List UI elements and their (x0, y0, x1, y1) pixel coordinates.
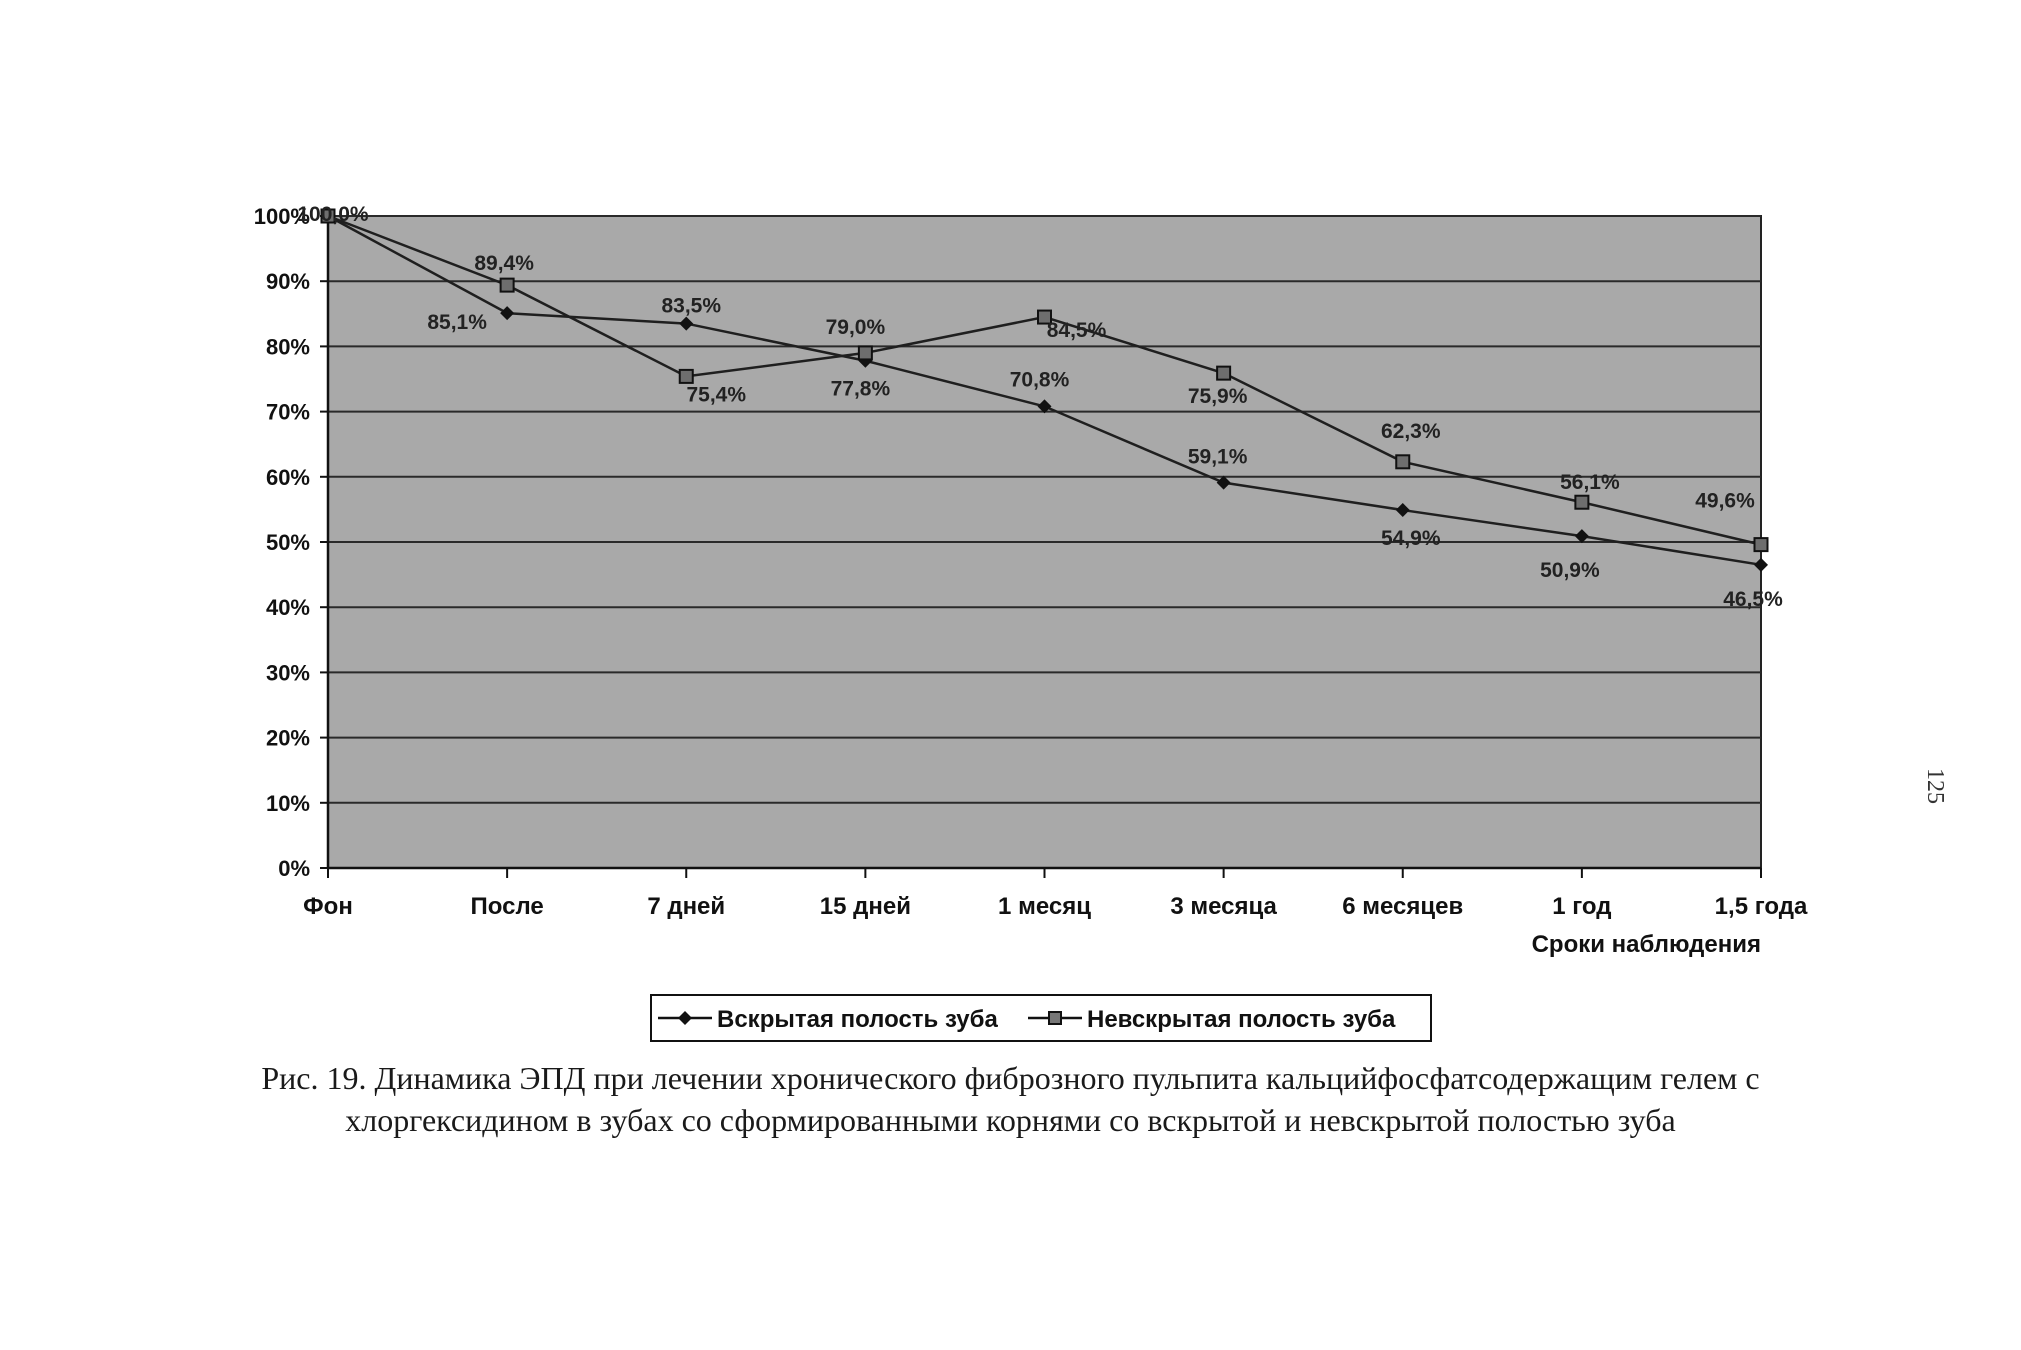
y-tick-label: 20% (266, 726, 310, 751)
data-label: 77,8% (831, 378, 891, 401)
y-tick-label: 40% (266, 595, 310, 620)
page-number: 125 (1922, 768, 1948, 804)
square-marker (1574, 494, 1590, 510)
y-tick-label: 50% (266, 530, 310, 555)
x-tick-label: После (471, 893, 544, 920)
y-tick-label: 80% (266, 334, 310, 359)
square-marker (1395, 454, 1411, 470)
series-markers (320, 208, 1769, 572)
data-label: 100,0% (297, 203, 369, 226)
figure-caption-line-2: хлоргексидином в зубах со сформированным… (345, 1102, 1676, 1138)
data-label: 85,1% (427, 311, 487, 334)
x-tick-label: 7 дней (647, 893, 725, 920)
diamond-marker (679, 316, 694, 331)
y-tick-label: 0% (278, 856, 310, 881)
y-tick-label: 90% (266, 269, 310, 294)
legend: Вскрытая полость зуба Невскрытая полость… (650, 994, 1432, 1042)
x-axis-title: Сроки наблюдения (1532, 931, 1761, 958)
diamond-marker (1574, 529, 1589, 544)
diamond-marker (500, 306, 515, 321)
y-tick-label: 60% (266, 465, 310, 490)
data-label: 54,9% (1381, 527, 1441, 550)
square-marker (678, 368, 694, 384)
y-tick-label: 10% (266, 791, 310, 816)
data-label: 49,6% (1695, 490, 1755, 513)
data-label: 70,8% (1010, 368, 1070, 391)
legend-diamond-marker (678, 1011, 692, 1025)
x-tick-label: 3 месяца (1170, 893, 1277, 920)
figure-caption-line-1: Рис. 19. Динамика ЭПД при лечении хронич… (261, 1060, 1760, 1096)
x-tick-label: Фон (303, 893, 353, 920)
x-tick-label: 1 год (1552, 893, 1611, 920)
data-label: 84,5% (1047, 319, 1107, 342)
square-marker (857, 345, 873, 361)
data-label: 79,0% (826, 316, 886, 339)
data-label: 56,1% (1560, 471, 1620, 494)
legend-label-closed: Невскрытая полость зуба (1087, 1006, 1396, 1033)
square-marker (499, 277, 515, 293)
data-label: 75,9% (1188, 385, 1248, 408)
y-tick-label: 70% (266, 400, 310, 425)
x-tick-label: 15 дней (820, 893, 911, 920)
square-marker (1753, 537, 1769, 553)
y-tick-labels: 0% 10% 20% 30% 40% 50% 60% 70% 80% 90% 100% (254, 204, 310, 881)
data-labels: 85,1% 83,5% 77,8% 70,8% 59,1% 54,9% 50,9% 46,5%… (297, 203, 1783, 611)
square-marker (1216, 365, 1232, 381)
grid-lines (328, 215, 1761, 804)
square-marker (320, 208, 336, 224)
data-label: 89,4% (474, 252, 534, 275)
data-label: 59,1% (1188, 446, 1248, 469)
diamond-marker (1216, 475, 1231, 490)
x-tick-labels: Фон После 7 дней 15 дней 1 месяц 3 месяца 6 ме… (303, 893, 1808, 920)
legend-label-opened: Вскрытая полость зуба (717, 1006, 998, 1033)
x-tick-label: 1,5 года (1715, 893, 1808, 920)
data-label: 62,3% (1381, 420, 1441, 443)
y-tick-label: 30% (266, 660, 310, 685)
data-label: 46,5% (1723, 588, 1783, 611)
diamond-marker (1754, 557, 1768, 572)
x-tick-label: 1 месяц (998, 893, 1091, 920)
square-marker (1037, 309, 1052, 325)
diamond-marker (1395, 503, 1410, 518)
y-tick-label: 100% (254, 204, 310, 229)
x-tick-label: 6 месяцев (1342, 893, 1463, 920)
data-label: 75,4% (686, 383, 746, 406)
legend-square-marker (1048, 1011, 1062, 1025)
diamond-marker (1037, 399, 1052, 414)
data-label: 50,9% (1540, 559, 1600, 582)
data-label: 83,5% (661, 295, 721, 318)
